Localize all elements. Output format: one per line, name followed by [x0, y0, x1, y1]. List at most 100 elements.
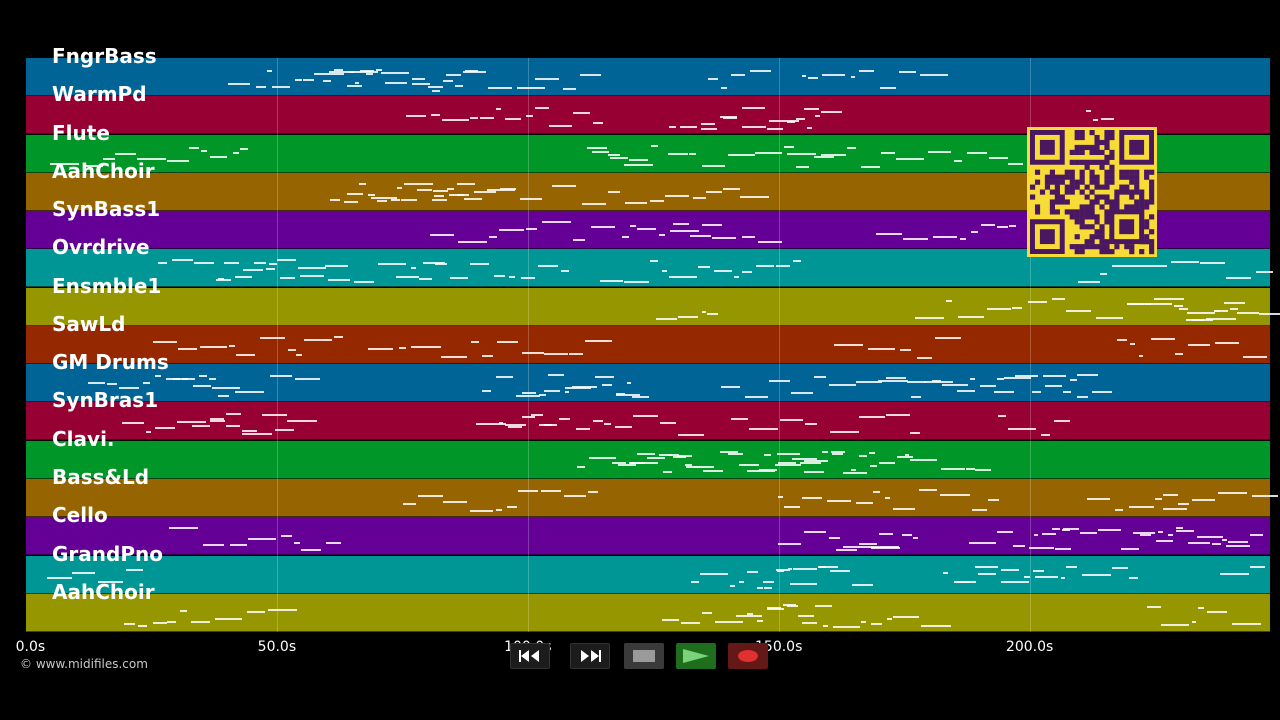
note-mark	[820, 111, 842, 114]
note-mark	[378, 263, 407, 266]
note-mark	[721, 87, 728, 90]
note-mark	[355, 81, 360, 84]
note-mark	[684, 463, 692, 466]
note-mark	[486, 189, 516, 192]
note-mark	[813, 375, 826, 378]
note-mark	[399, 346, 406, 349]
note-mark	[869, 546, 899, 549]
note-mark	[146, 430, 151, 433]
stop-button[interactable]	[624, 643, 664, 669]
note-mark	[126, 568, 144, 571]
track-row	[26, 364, 1270, 403]
note-mark	[728, 453, 743, 456]
note-mark	[818, 565, 827, 568]
note-mark	[493, 274, 506, 277]
note-mark	[928, 150, 951, 153]
note-mark	[431, 198, 448, 201]
note-mark	[411, 346, 441, 349]
note-mark	[742, 107, 765, 110]
note-mark	[526, 227, 537, 230]
note-mark	[518, 489, 539, 492]
note-mark	[790, 392, 814, 395]
time-tick-label: 50.0s	[257, 639, 297, 655]
note-mark	[287, 419, 317, 422]
note-mark	[755, 152, 783, 155]
note-mark	[427, 86, 444, 89]
note-mark	[449, 193, 454, 196]
note-mark	[1211, 542, 1222, 545]
note-mark	[560, 270, 570, 273]
track-label: Ensmble1	[52, 273, 162, 298]
note-mark	[835, 548, 858, 551]
note-mark	[429, 233, 454, 236]
note-mark	[314, 73, 328, 76]
note-mark	[911, 395, 922, 398]
note-mark	[266, 69, 272, 72]
play-button[interactable]	[676, 643, 716, 669]
note-mark	[1004, 376, 1031, 379]
note-mark	[886, 377, 906, 380]
note-mark	[179, 610, 188, 613]
note-mark	[649, 200, 664, 203]
note-mark	[914, 316, 944, 319]
note-mark	[1236, 312, 1260, 315]
note-mark	[1081, 574, 1111, 577]
rewind-button[interactable]	[510, 643, 550, 669]
note-mark	[455, 85, 463, 87]
note-mark	[343, 201, 359, 204]
note-mark	[899, 70, 916, 73]
note-mark	[692, 196, 706, 199]
note-mark	[210, 420, 226, 423]
note-mark	[688, 152, 697, 155]
note-mark	[158, 262, 167, 265]
note-mark	[49, 163, 80, 166]
note-mark	[706, 191, 722, 194]
note-mark	[957, 315, 985, 318]
note-mark	[230, 544, 248, 547]
note-mark	[996, 531, 1013, 534]
note-mark	[544, 352, 569, 355]
note-mark	[758, 241, 782, 244]
fast-forward-button[interactable]	[570, 643, 610, 669]
note-mark	[1053, 420, 1070, 423]
note-mark	[1117, 339, 1128, 342]
note-mark	[924, 381, 953, 384]
note-mark	[987, 498, 999, 501]
note-mark	[886, 618, 893, 621]
note-mark	[123, 622, 135, 625]
note-mark	[1060, 576, 1065, 579]
note-mark	[1132, 531, 1155, 534]
note-mark	[1186, 312, 1215, 315]
note-mark	[880, 87, 896, 90]
note-mark	[299, 274, 325, 277]
note-mark	[397, 186, 402, 189]
note-mark	[353, 280, 375, 283]
track-row	[26, 287, 1280, 326]
note-mark	[537, 264, 558, 267]
note-mark	[1013, 544, 1025, 547]
note-mark	[1034, 575, 1058, 578]
note-mark	[1079, 532, 1097, 535]
track-label: Bass&Ld	[52, 464, 150, 489]
note-mark	[587, 146, 608, 149]
note-mark	[1121, 548, 1139, 551]
note-mark	[592, 151, 609, 154]
note-mark	[626, 381, 631, 384]
record-button[interactable]	[728, 643, 768, 669]
time-gridline	[276, 58, 278, 632]
note-mark	[647, 456, 665, 459]
note-mark	[966, 467, 975, 470]
note-mark	[592, 122, 603, 125]
note-mark	[1044, 385, 1062, 388]
note-mark	[893, 615, 919, 618]
note-mark	[507, 506, 518, 509]
note-mark	[412, 77, 425, 80]
note-mark	[1028, 547, 1055, 550]
note-mark	[939, 493, 970, 496]
note-mark	[1100, 118, 1115, 121]
note-mark	[981, 224, 995, 227]
note-mark	[856, 380, 882, 383]
note-mark	[515, 395, 540, 398]
note-mark	[499, 421, 504, 424]
note-mark	[496, 107, 501, 110]
